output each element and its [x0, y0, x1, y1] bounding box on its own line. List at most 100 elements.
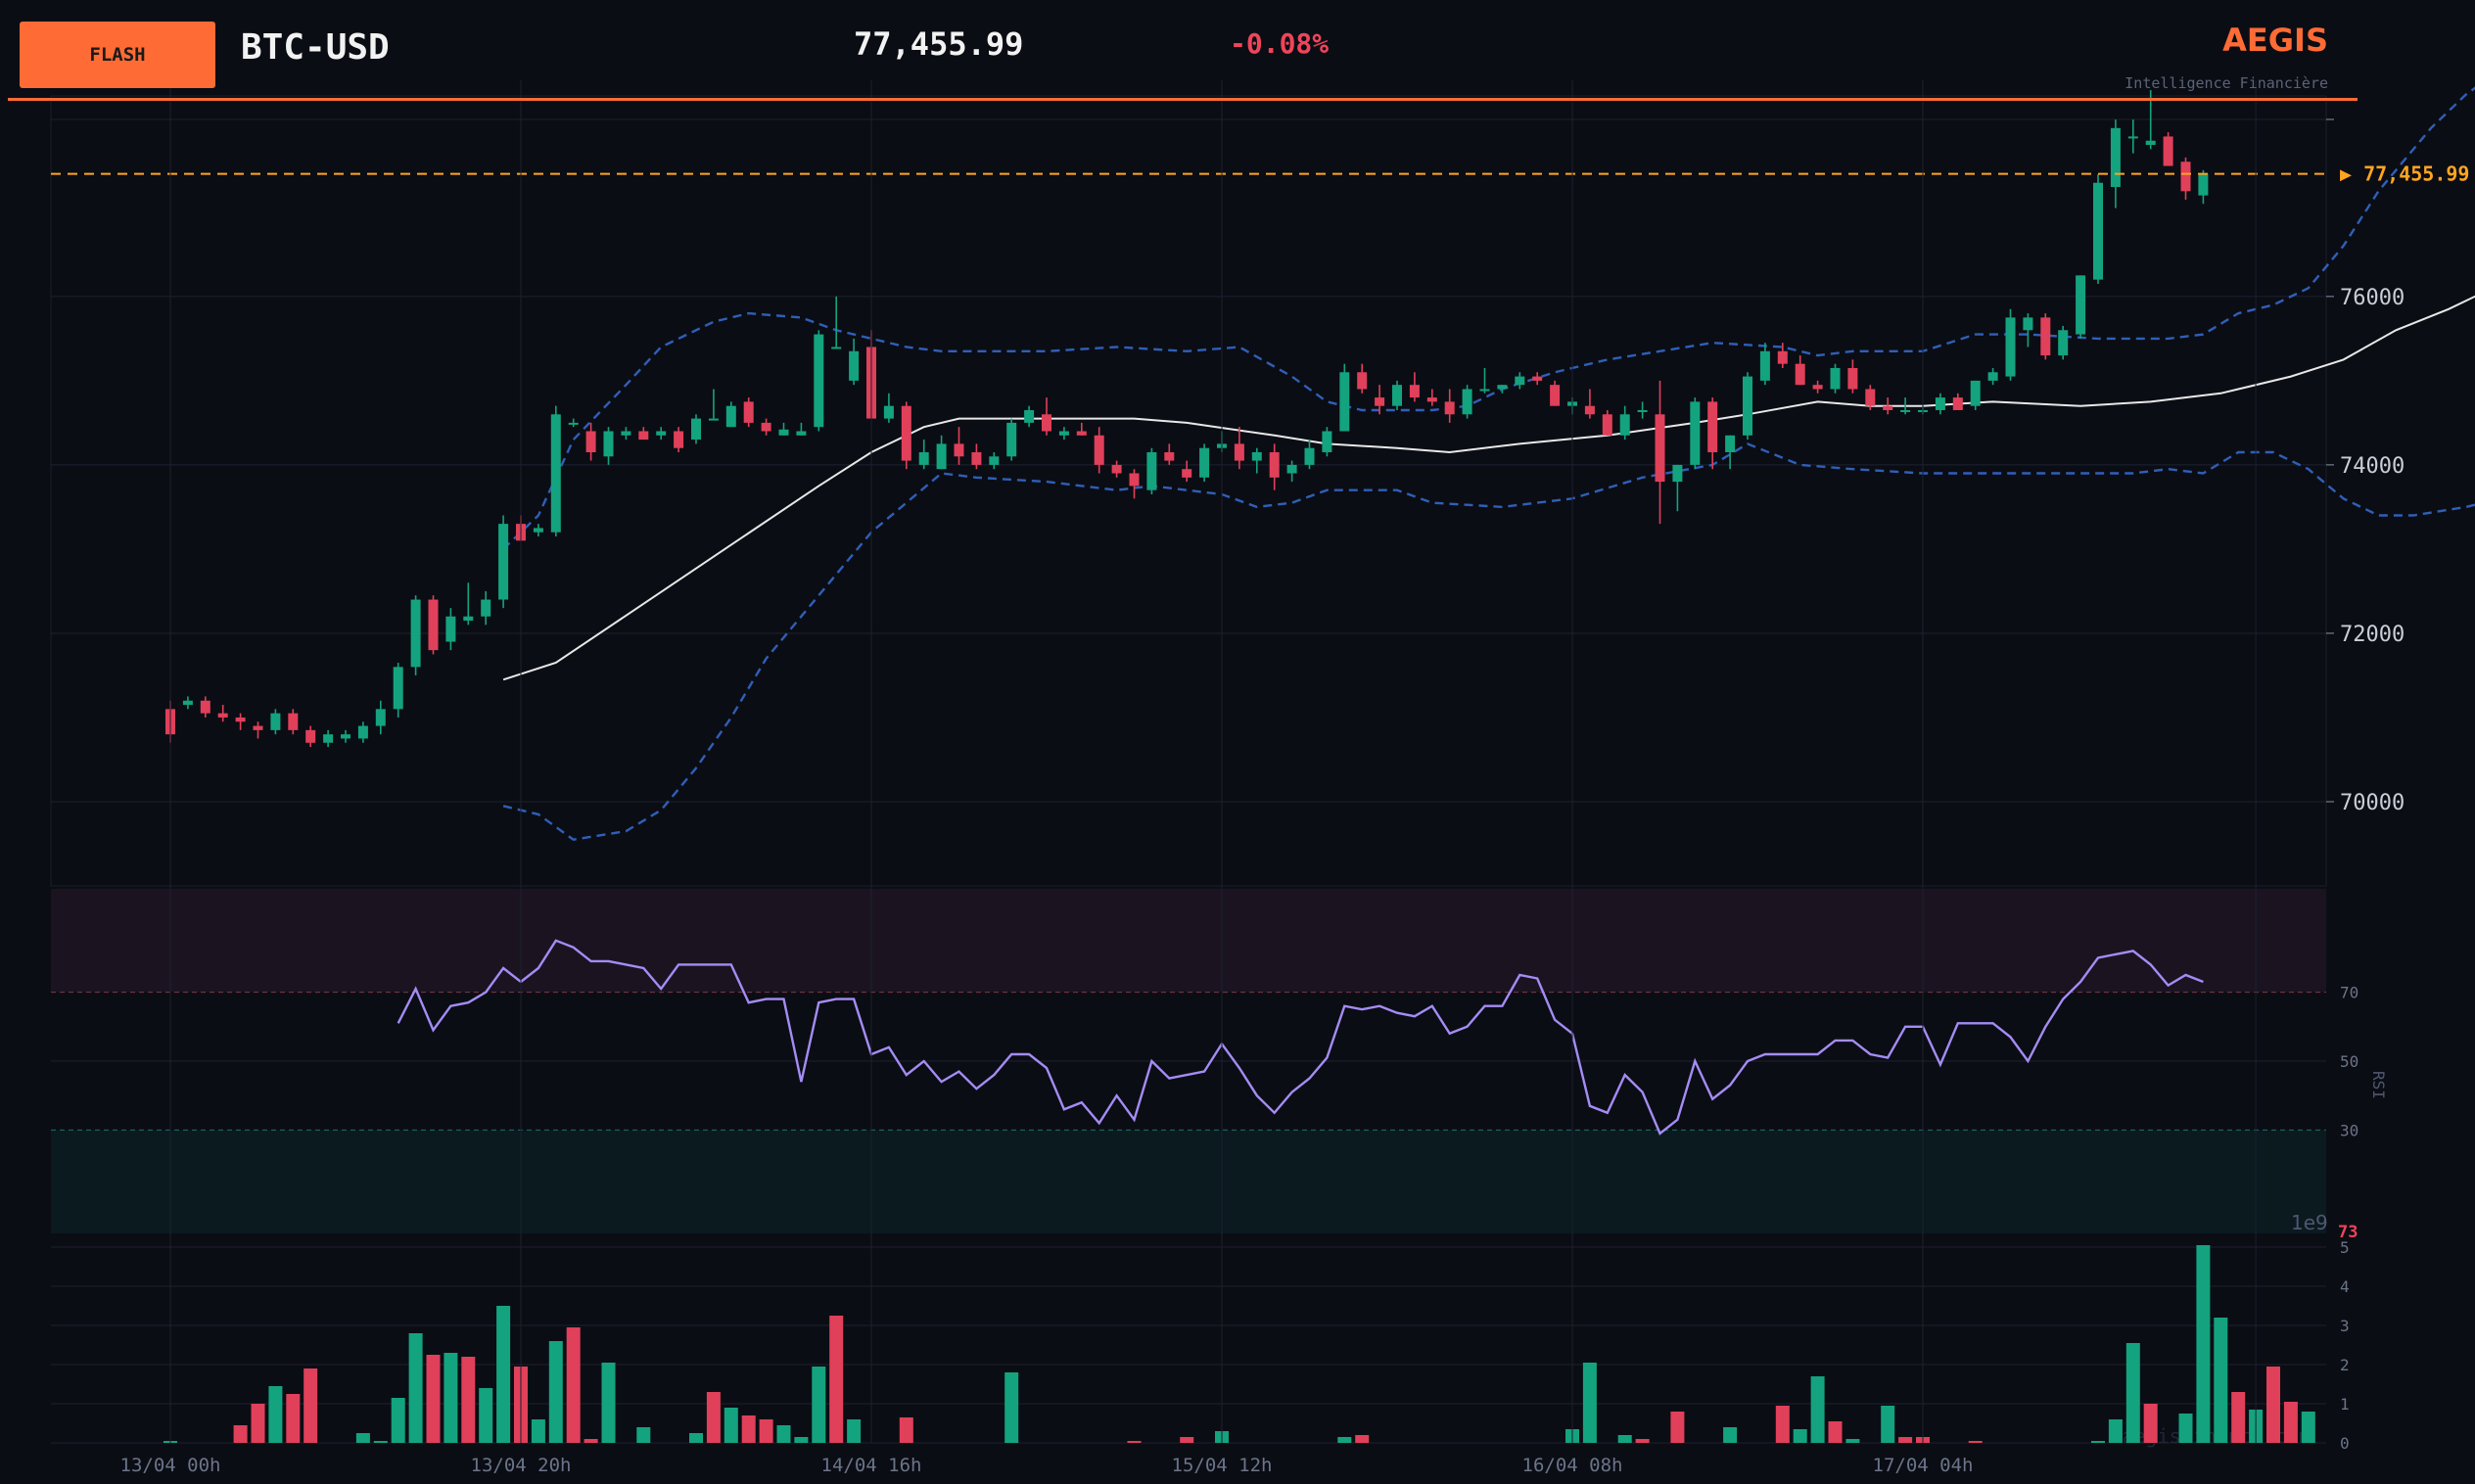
volume-tick-label: 5	[2340, 1238, 2350, 1257]
rsi-current-value: 73	[2338, 1223, 2358, 1242]
volume-bar	[391, 1398, 405, 1443]
volume-bar	[531, 1419, 545, 1443]
last-price-label: ▶ 77,455.99	[2340, 162, 2469, 186]
candle-body	[638, 431, 649, 441]
candle-body	[1602, 414, 1612, 436]
brand-tagline: Intelligence Financière	[2125, 74, 2328, 92]
volume-bar	[461, 1357, 476, 1443]
volume-tick-label: 2	[2340, 1356, 2350, 1374]
candle-body	[481, 599, 491, 617]
volume-bar	[1337, 1437, 1352, 1443]
volume-bar	[1968, 1441, 1983, 1443]
brand-logo: AEGIS	[2222, 22, 2328, 59]
candle-body	[814, 334, 824, 428]
volume-bar	[1180, 1437, 1194, 1443]
candle-body	[1058, 431, 1069, 436]
candle-body	[1690, 401, 1701, 465]
candle-body	[761, 422, 771, 432]
volume-bar	[847, 1419, 862, 1443]
candle-body	[849, 350, 860, 381]
candle-body	[778, 429, 789, 436]
volume-bar	[408, 1333, 423, 1443]
rsi-pane[interactable]: 30 50 70 RSI 73	[51, 889, 2388, 1242]
candle-body	[2198, 173, 2209, 196]
candle-body	[1584, 405, 1595, 415]
candle-body	[341, 734, 350, 739]
price-pane[interactable]: 70000 72000 74000 76000 ▶ 77,455.99	[50, 70, 2475, 887]
candle-body	[1655, 414, 1665, 483]
volume-bar	[2108, 1419, 2123, 1443]
volume-bar	[304, 1368, 318, 1443]
volume-bar	[706, 1392, 721, 1443]
candle-body	[2005, 317, 2016, 377]
volume-bar	[548, 1341, 563, 1443]
volume-bar	[741, 1415, 756, 1443]
candle-body	[357, 725, 368, 739]
candle-body	[1409, 385, 1420, 398]
candle-body	[1286, 464, 1297, 474]
x-tick-label: 13/04 20h	[471, 1455, 572, 1476]
volume-bar	[2231, 1392, 2246, 1443]
candle-body	[1550, 385, 1561, 406]
candle-body	[989, 456, 1000, 465]
candle-body	[1375, 397, 1385, 406]
candle-body	[323, 734, 334, 743]
volume-bar	[1881, 1406, 1895, 1443]
header-bar: FLASH BTC-USD 77,455.99 -0.08% AEGIS Int…	[0, 0, 2475, 102]
rsi-tick-label: 50	[2340, 1052, 2358, 1071]
volume-bar	[759, 1419, 773, 1443]
candle-body	[1357, 372, 1368, 390]
y-tick-label: 74000	[2340, 454, 2405, 479]
candle-body	[796, 431, 807, 436]
volume-bar	[2091, 1441, 2105, 1443]
bollinger-lower-line	[502, 442, 2475, 841]
volume-bar	[1582, 1363, 1597, 1443]
candle-body	[1970, 380, 1981, 406]
candle-body	[1479, 389, 1490, 392]
candle-body	[1672, 464, 1683, 483]
candle-body	[1042, 414, 1051, 432]
x-tick-label: 15/04 12h	[1172, 1455, 1273, 1476]
candle-body	[1076, 431, 1087, 436]
candle-body	[725, 405, 736, 428]
candle-body	[1830, 367, 1841, 390]
candle-body	[200, 700, 210, 714]
candle-body	[463, 616, 474, 622]
volume-bar	[829, 1316, 844, 1443]
candle-body	[674, 431, 684, 448]
y-tick-label: 70000	[2340, 791, 2405, 815]
candle-body	[1322, 431, 1332, 452]
candle-body	[235, 717, 246, 722]
candle-body	[1707, 401, 1718, 452]
candle-body	[1743, 376, 1752, 436]
volume-bar	[899, 1417, 913, 1443]
candle-body	[2093, 182, 2103, 280]
time-axis: 13/04 00h 13/04 20h 14/04 16h 15/04 12h 16/0…	[120, 80, 2257, 1476]
candle-body	[2180, 162, 2191, 192]
candle-body	[1426, 397, 1437, 402]
volume-bar	[2214, 1318, 2228, 1443]
volume-bar	[601, 1363, 616, 1443]
candle-body	[1777, 350, 1788, 364]
candle-body	[1339, 372, 1350, 432]
candle-body	[656, 431, 667, 436]
candle-body	[1637, 409, 1648, 412]
volume-bar	[251, 1404, 265, 1443]
bollinger-upper-line	[502, 86, 2475, 550]
candle-body	[1146, 451, 1157, 490]
volume-bar	[373, 1441, 388, 1443]
candle-body	[410, 599, 421, 668]
header-divider	[8, 98, 2358, 101]
volume-bar	[1617, 1435, 1632, 1443]
rsi-tick-label: 70	[2340, 984, 2358, 1002]
x-tick-label: 17/04 04h	[1873, 1455, 1974, 1476]
volume-bar	[1810, 1376, 1825, 1443]
candle-body	[1847, 367, 1858, 390]
candle-body	[1795, 363, 1805, 386]
volume-bar	[1355, 1435, 1370, 1443]
candle-body	[375, 709, 386, 726]
volume-bar	[724, 1408, 738, 1443]
flash-badge[interactable]: FLASH	[20, 22, 215, 88]
candle-body	[936, 443, 947, 470]
